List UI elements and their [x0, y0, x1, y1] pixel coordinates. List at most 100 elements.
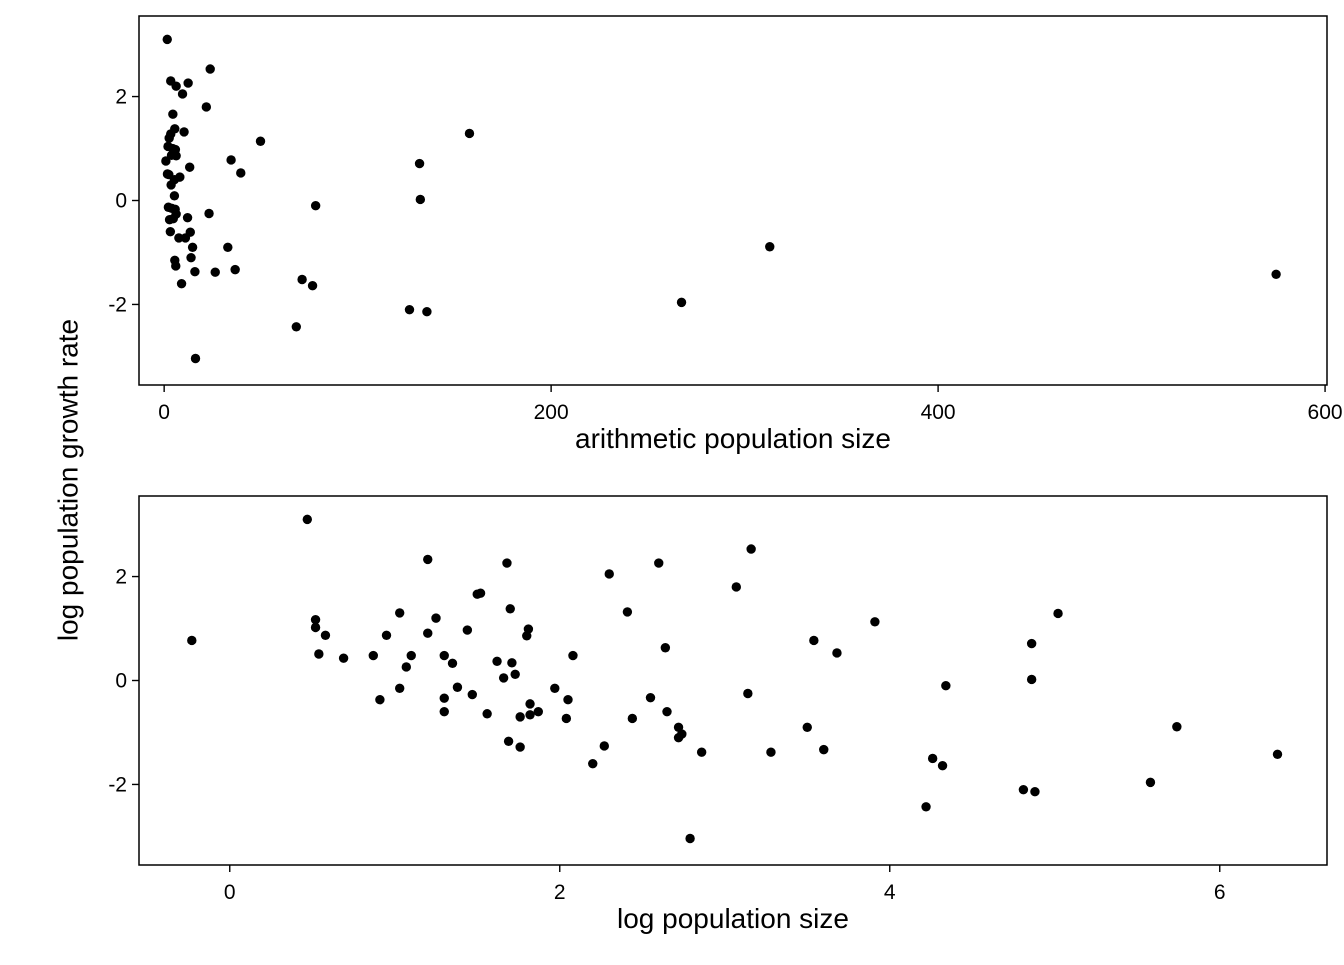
data-point — [226, 155, 236, 165]
data-point — [404, 304, 415, 315]
data-point — [525, 699, 535, 709]
x-axis-tick-label: 600 — [1308, 401, 1343, 424]
data-point — [168, 109, 178, 119]
x-axis-tick-label: 4 — [884, 881, 896, 904]
y-axis-tick-label: 2 — [115, 566, 127, 589]
data-point — [162, 34, 172, 45]
data-point — [1272, 749, 1283, 759]
scatter-panel-top: 0 200 400 600 -2 0 2 arithmetic population size — [108, 15, 1343, 454]
data-point — [525, 710, 535, 720]
data-point — [174, 233, 184, 243]
data-point — [523, 624, 534, 634]
data-point — [187, 635, 197, 646]
data-point — [696, 747, 707, 757]
data-point — [452, 682, 463, 692]
data-point — [533, 706, 543, 717]
data-point — [654, 558, 664, 568]
x-axis-tick-label: 200 — [534, 401, 569, 424]
data-point — [627, 713, 638, 724]
data-point — [502, 558, 512, 568]
data-point — [179, 127, 189, 137]
data-point — [164, 133, 174, 143]
data-point — [462, 625, 473, 635]
data-point — [205, 64, 215, 74]
data-point — [507, 658, 517, 668]
y-axis-tick-label: -2 — [108, 773, 127, 796]
data-point — [190, 267, 200, 277]
data-point — [439, 706, 449, 717]
data-point — [503, 736, 514, 747]
data-point — [395, 608, 405, 618]
y-axis-tick-label: -2 — [108, 293, 127, 316]
data-point — [210, 267, 220, 277]
data-point — [870, 617, 880, 627]
data-point — [660, 643, 671, 653]
data-point — [467, 689, 477, 700]
data-point — [1018, 784, 1029, 795]
data-point — [201, 102, 212, 112]
data-point — [161, 156, 171, 166]
data-point — [171, 261, 181, 271]
data-point — [645, 692, 656, 703]
data-point — [186, 252, 196, 263]
data-point — [307, 281, 318, 291]
data-point — [439, 693, 449, 703]
data-point — [187, 242, 198, 252]
data-point — [550, 683, 560, 693]
data-point — [498, 673, 509, 683]
data-point — [475, 588, 486, 598]
data-point — [310, 614, 321, 625]
data-point — [431, 613, 441, 623]
data-point — [746, 544, 756, 554]
data-point — [368, 650, 378, 661]
data-point — [171, 81, 181, 91]
data-point — [414, 158, 425, 169]
data-point — [423, 554, 433, 565]
data-point — [685, 833, 695, 844]
data-point — [165, 226, 176, 237]
data-point — [176, 278, 187, 289]
data-point — [184, 162, 195, 172]
data-point — [166, 180, 176, 190]
data-point — [447, 658, 458, 669]
data-point — [406, 650, 416, 661]
y-axis-tick-label: 2 — [115, 86, 127, 109]
data-point — [375, 695, 385, 705]
data-point — [310, 200, 321, 211]
data-point — [204, 208, 214, 219]
data-point — [622, 607, 633, 617]
data-point — [561, 713, 572, 724]
data-point — [1026, 638, 1037, 649]
data-point — [1030, 787, 1040, 797]
data-point — [183, 78, 193, 88]
data-point — [927, 753, 938, 764]
x-axis-tick-label: 2 — [554, 881, 566, 904]
data-point — [802, 722, 812, 732]
data-point — [310, 622, 321, 633]
data-point — [255, 136, 266, 146]
data-point — [291, 322, 302, 332]
data-point — [937, 761, 948, 771]
data-point — [482, 709, 492, 719]
data-point — [492, 656, 502, 666]
data-point — [731, 582, 741, 592]
data-point — [766, 747, 776, 757]
data-point — [510, 669, 520, 679]
data-point — [169, 191, 180, 201]
data-point — [236, 168, 246, 178]
data-point — [568, 650, 578, 661]
data-point — [1145, 777, 1156, 788]
data-point — [819, 744, 829, 755]
data-point — [515, 712, 525, 722]
plot-frame — [138, 495, 1328, 866]
data-point — [439, 650, 449, 661]
plot-frame — [138, 15, 1328, 386]
data-point — [1053, 608, 1063, 619]
data-point — [464, 128, 475, 139]
data-point — [765, 242, 775, 252]
y-axis-tick-label: 0 — [115, 190, 127, 213]
data-point — [505, 604, 515, 614]
data-point — [163, 202, 174, 212]
data-point — [320, 630, 331, 640]
